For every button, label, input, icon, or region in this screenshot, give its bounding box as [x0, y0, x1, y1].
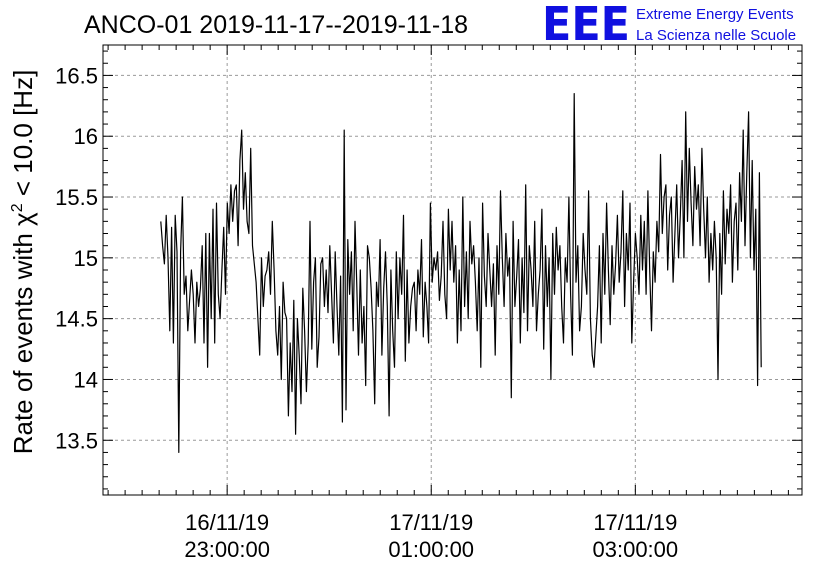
plot-frame [102, 44, 803, 496]
gridlines [103, 45, 802, 495]
eee-logo: EEE Extreme Energy Events La Scienza nel… [542, 0, 796, 51]
y-tick-labels: 13.5 14 14.5 15 15.5 16 16.5 [55, 63, 98, 453]
y-tick-label: 16 [74, 124, 98, 149]
eee-logo-line2: La Scienza nelle Scuole [636, 27, 796, 44]
y-tick-label: 16.5 [55, 63, 98, 88]
y-tick-label: 14.5 [55, 307, 98, 332]
y-axis-label: Rate of events with χ2 < 10.0 [Hz] [8, 70, 38, 455]
x-tick-label-time: 01:00:00 [388, 537, 474, 562]
x-tick-label-time: 03:00:00 [593, 537, 679, 562]
eee-logo-line1: Extreme Energy Events [636, 6, 794, 23]
eee-logo-mark: EEE [542, 0, 630, 51]
chart-title: ANCO-01 2019-11-17--2019-11-18 [84, 11, 468, 39]
y-tick-label: 14 [74, 367, 98, 392]
axis-ticks [103, 45, 802, 495]
chi-symbol: χ [8, 212, 38, 226]
x-tick-label-date: 17/11/19 [389, 510, 473, 535]
x-tick-label-date: 16/11/19 [185, 510, 269, 535]
series-line-rate [160, 92, 762, 453]
y-tick-label: 13.5 [55, 428, 98, 453]
x-tick-label-time: 23:00:00 [184, 537, 270, 562]
y-tick-label: 15 [74, 246, 98, 271]
y-tick-label: 15.5 [55, 185, 98, 210]
x-tick-labels: 16/11/1923:00:0017/11/1901:00:0017/11/19… [184, 510, 678, 562]
x-tick-label-date: 17/11/19 [593, 510, 677, 535]
chi-power: 2 [9, 203, 26, 212]
